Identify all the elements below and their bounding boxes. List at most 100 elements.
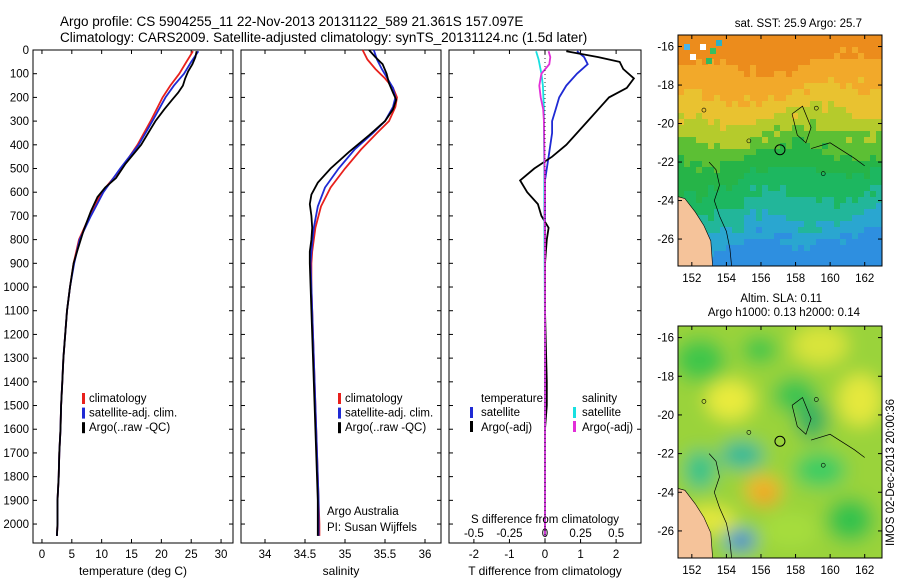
sst-cell <box>762 149 768 155</box>
sst-cell <box>792 119 798 125</box>
sst-cell <box>858 179 864 185</box>
sst-cell <box>828 35 834 41</box>
sst-cell <box>708 71 714 77</box>
sst-cell <box>744 101 750 107</box>
sst-cell <box>714 161 720 167</box>
legend-swatch <box>573 407 576 418</box>
sst-cell <box>678 179 684 185</box>
sst-cell <box>822 155 828 161</box>
sst-cell <box>762 221 768 227</box>
sst-cell <box>798 227 804 233</box>
sst-cell <box>840 251 846 257</box>
sst-cell <box>684 161 690 167</box>
sst-cell <box>714 149 720 155</box>
sst-cell <box>720 47 726 53</box>
sst-cell <box>876 101 882 107</box>
sst-cell <box>816 77 822 83</box>
sst-cell <box>750 221 756 227</box>
sst-cell <box>684 155 690 161</box>
sst-cell <box>756 263 762 266</box>
sst-cell <box>816 41 822 47</box>
sst-cell <box>858 155 864 161</box>
sst-cell <box>828 227 834 233</box>
sst-cell <box>792 71 798 77</box>
x-tick-label: 35.5 <box>374 549 396 561</box>
sla-anomaly <box>720 441 764 469</box>
sst-cell <box>846 35 852 41</box>
sst-cell <box>744 197 750 203</box>
sst-cell <box>750 137 756 143</box>
legend-label: Argo(-adj) <box>582 422 633 434</box>
sst-cell <box>792 143 798 149</box>
sst-cell <box>816 47 822 53</box>
sst-cell <box>870 89 876 95</box>
sst-cell <box>708 221 714 227</box>
sst-cell <box>804 77 810 83</box>
sst-cell <box>870 173 876 179</box>
sst-cell <box>690 95 696 101</box>
sst-cell <box>864 263 870 266</box>
sst-cell <box>804 245 810 251</box>
sst-cell <box>870 215 876 221</box>
sst-cell <box>840 161 846 167</box>
sst-cell <box>732 53 738 59</box>
sst-cell <box>684 143 690 149</box>
sst-cell <box>678 53 684 59</box>
sst-cell <box>804 221 810 227</box>
sst-cell <box>834 257 840 263</box>
sst-cell <box>708 125 714 131</box>
sst-cell <box>738 173 744 179</box>
sst-cell <box>720 41 726 47</box>
sst-cell <box>780 149 786 155</box>
sst-cell <box>708 179 714 185</box>
sst-cell <box>810 101 816 107</box>
sst-cell <box>714 239 720 245</box>
sst-cell <box>714 101 720 107</box>
sst-cell <box>744 83 750 89</box>
lat-tick-label: -26 <box>657 234 674 246</box>
sst-cell <box>846 71 852 77</box>
sst-cell <box>708 41 714 47</box>
sst-cell <box>810 179 816 185</box>
sst-cell <box>876 53 882 59</box>
sst-cell <box>786 101 792 107</box>
sst-cell <box>714 179 720 185</box>
sst-cell <box>822 107 828 113</box>
depth-tick-label: 1900 <box>3 495 29 507</box>
sla-anomaly <box>684 450 716 490</box>
sst-cell <box>726 173 732 179</box>
sst-cell <box>846 155 852 161</box>
sst-cell <box>678 191 684 197</box>
sst-cell <box>702 167 708 173</box>
sst-cell <box>690 65 696 71</box>
sst-cell <box>858 77 864 83</box>
sst-cell <box>858 197 864 203</box>
sst-cell <box>720 179 726 185</box>
sst-cell <box>864 161 870 167</box>
sst-cell <box>750 95 756 101</box>
sst-cell <box>810 41 816 47</box>
sst-cell <box>690 83 696 89</box>
sst-cell <box>732 251 738 257</box>
sst-cell <box>780 35 786 41</box>
sst-cell <box>810 47 816 53</box>
lon-tick-label: 158 <box>786 565 805 577</box>
sst-cell <box>720 173 726 179</box>
sst-cell <box>816 173 822 179</box>
sst-cell <box>840 185 846 191</box>
sst-cell <box>780 215 786 221</box>
sst-cell <box>804 131 810 137</box>
sst-cell <box>870 83 876 89</box>
sst-cell <box>780 227 786 233</box>
sst-cell <box>840 53 846 59</box>
sst-cell <box>870 191 876 197</box>
sst-cell <box>852 89 858 95</box>
sst-cell <box>714 215 720 221</box>
sst-cell <box>828 125 834 131</box>
sst-cell <box>678 95 684 101</box>
sst-cell <box>822 113 828 119</box>
sst-cell <box>804 257 810 263</box>
sst-cell <box>852 239 858 245</box>
sst-cell <box>798 47 804 53</box>
sst-cell <box>798 143 804 149</box>
